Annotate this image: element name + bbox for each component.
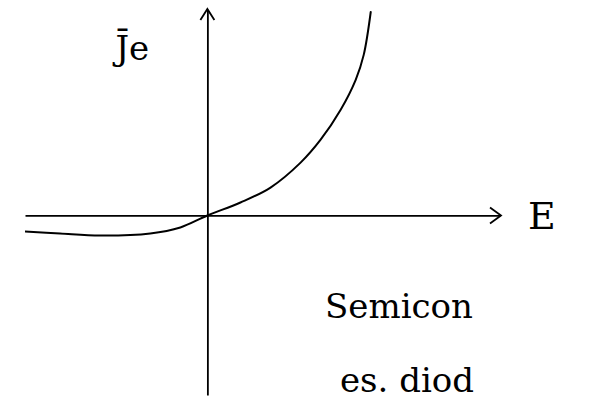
chart: J̄e E Semicon es. diod: [0, 0, 604, 409]
annotation: Semicon: [325, 286, 473, 326]
y-axis-line: [207, 11, 209, 396]
x-arrow: [490, 207, 501, 223]
plot-area: [25, 12, 371, 235]
y-axis-title: J̄e: [112, 28, 149, 68]
curve: [25, 12, 371, 235]
x-axis-line: [26, 215, 501, 217]
y-arrow: [200, 9, 214, 20]
x-axis-title: E: [528, 194, 556, 238]
annotation: es. diod: [340, 360, 474, 400]
x-axis: [26, 215, 501, 216]
y-axis: [207, 11, 208, 396]
